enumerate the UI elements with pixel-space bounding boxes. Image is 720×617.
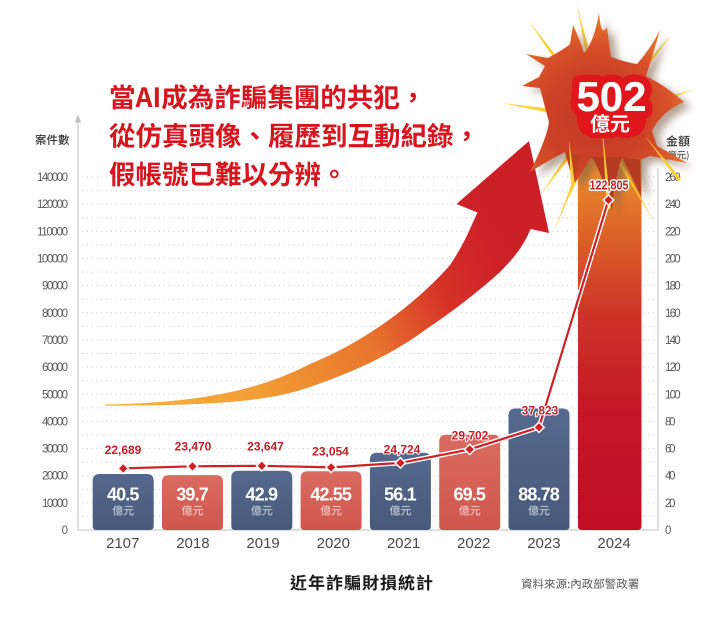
svg-text:90000: 90000 (42, 281, 68, 293)
svg-text:69.5: 69.5 (453, 485, 486, 505)
svg-text:2023: 2023 (527, 535, 560, 552)
svg-text:502: 502 (576, 73, 646, 120)
svg-text:88.78: 88.78 (518, 485, 560, 505)
svg-text:140000: 140000 (37, 172, 68, 184)
svg-text:22,689: 22,689 (105, 443, 142, 457)
svg-text:2020: 2020 (317, 535, 350, 552)
svg-text:42.55: 42.55 (310, 485, 352, 505)
svg-text:122,805: 122,805 (590, 179, 629, 193)
svg-text:100: 100 (665, 389, 681, 401)
svg-text:180: 180 (665, 281, 681, 293)
svg-text:23,054: 23,054 (312, 445, 349, 459)
svg-text:100000: 100000 (37, 254, 68, 266)
svg-text:200: 200 (665, 254, 681, 266)
svg-text:70000: 70000 (42, 335, 68, 347)
svg-text:10000: 10000 (42, 498, 68, 510)
svg-text:30000: 30000 (42, 444, 68, 456)
svg-text:39.7: 39.7 (176, 485, 209, 505)
svg-text:140: 140 (665, 335, 681, 347)
svg-text:0: 0 (665, 525, 671, 537)
svg-text:40000: 40000 (42, 416, 68, 428)
svg-text:2024: 2024 (597, 535, 630, 552)
svg-text:2021: 2021 (387, 535, 420, 552)
svg-text:40.5: 40.5 (107, 485, 140, 505)
svg-text:0: 0 (62, 525, 68, 537)
svg-text:50000: 50000 (42, 389, 68, 401)
svg-text:37,823: 37,823 (522, 404, 559, 418)
svg-text:120000: 120000 (37, 199, 68, 211)
svg-text:56.1: 56.1 (384, 485, 417, 505)
svg-text:2019: 2019 (246, 535, 279, 552)
svg-text:20: 20 (665, 498, 676, 510)
svg-text:120: 120 (665, 362, 681, 374)
svg-text:80: 80 (665, 416, 676, 428)
svg-text:29,702: 29,702 (452, 429, 489, 443)
svg-text:60: 60 (665, 444, 676, 456)
svg-text:110000: 110000 (37, 226, 68, 238)
svg-text:23,647: 23,647 (247, 440, 284, 454)
svg-text:20000: 20000 (42, 471, 68, 483)
svg-text:240: 240 (665, 199, 681, 211)
svg-text:42.9: 42.9 (246, 485, 279, 505)
svg-text:2022: 2022 (457, 535, 490, 552)
svg-text:2018: 2018 (176, 535, 209, 552)
svg-text:24,724: 24,724 (384, 443, 421, 457)
svg-text:2107: 2107 (106, 535, 139, 552)
svg-text:60000: 60000 (42, 362, 68, 374)
svg-text:220: 220 (665, 226, 681, 238)
svg-text:80000: 80000 (42, 308, 68, 320)
svg-text:23,470: 23,470 (175, 440, 212, 454)
svg-text:160: 160 (665, 308, 681, 320)
svg-text:40: 40 (665, 471, 676, 483)
